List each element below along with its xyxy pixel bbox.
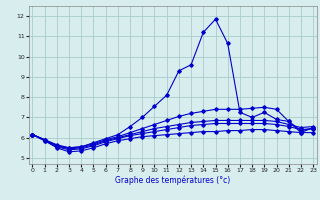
- X-axis label: Graphe des températures (°c): Graphe des températures (°c): [115, 176, 230, 185]
